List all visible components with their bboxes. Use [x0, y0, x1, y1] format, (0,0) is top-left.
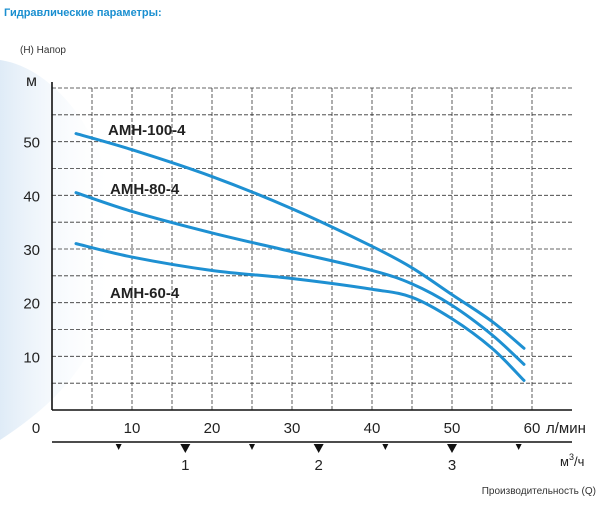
y-axis-title: (H) Напор: [20, 45, 66, 56]
series-label: AMH-60-4: [110, 285, 180, 302]
secondary-minor-tick: [115, 444, 122, 450]
secondary-tick-label: 1: [181, 457, 189, 474]
y-axis-unit: м: [26, 73, 37, 90]
series-line-amh-100-4: [74, 132, 526, 350]
y-tick-label: 50: [23, 135, 40, 152]
secondary-minor-tick: [382, 444, 389, 450]
secondary-major-tick: [313, 444, 324, 453]
x-tick-label: 10: [124, 420, 141, 437]
x-tick-label: 60: [524, 420, 541, 437]
secondary-tick-label: 2: [314, 457, 322, 474]
x-tick-label: 50: [444, 420, 461, 437]
series-line-amh-60-4: [74, 242, 526, 382]
x-tick-label: 40: [364, 420, 381, 437]
section-title: Гидравлические параметры:: [4, 7, 162, 19]
secondary-tick-label: 3: [448, 457, 456, 474]
secondary-axis-unit: м3/ч: [560, 452, 584, 469]
x-tick-label: 20: [204, 420, 221, 437]
y-tick-label: 20: [23, 296, 40, 313]
secondary-minor-tick: [515, 444, 522, 450]
series-line-amh-80-4: [74, 191, 526, 366]
y-tick-label: 40: [23, 188, 40, 205]
secondary-major-tick: [180, 444, 191, 453]
series-label: AMH-100-4: [108, 122, 186, 139]
x-axis-unit: л/мин: [546, 420, 586, 437]
series-label: AMH-80-4: [110, 181, 180, 198]
secondary-minor-tick: [249, 444, 255, 450]
x-axis-title: Производительность (Q): [481, 486, 596, 497]
x-tick-label: 30: [284, 420, 301, 437]
secondary-major-tick: [447, 444, 457, 453]
y-tick-label: 10: [23, 349, 40, 366]
origin-label: 0: [32, 420, 40, 437]
y-tick-label: 30: [23, 242, 40, 259]
